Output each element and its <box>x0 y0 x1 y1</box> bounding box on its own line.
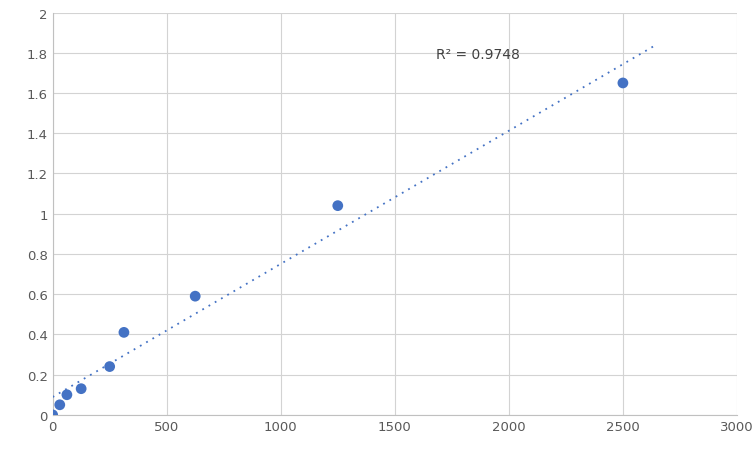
Point <box>104 363 116 370</box>
Point <box>75 385 87 392</box>
Point <box>53 401 65 409</box>
Point <box>47 411 59 419</box>
Text: R² = 0.9748: R² = 0.9748 <box>436 48 520 62</box>
Point <box>118 329 130 336</box>
Point <box>332 202 344 210</box>
Point <box>617 80 629 87</box>
Point <box>61 391 73 399</box>
Point <box>190 293 202 300</box>
